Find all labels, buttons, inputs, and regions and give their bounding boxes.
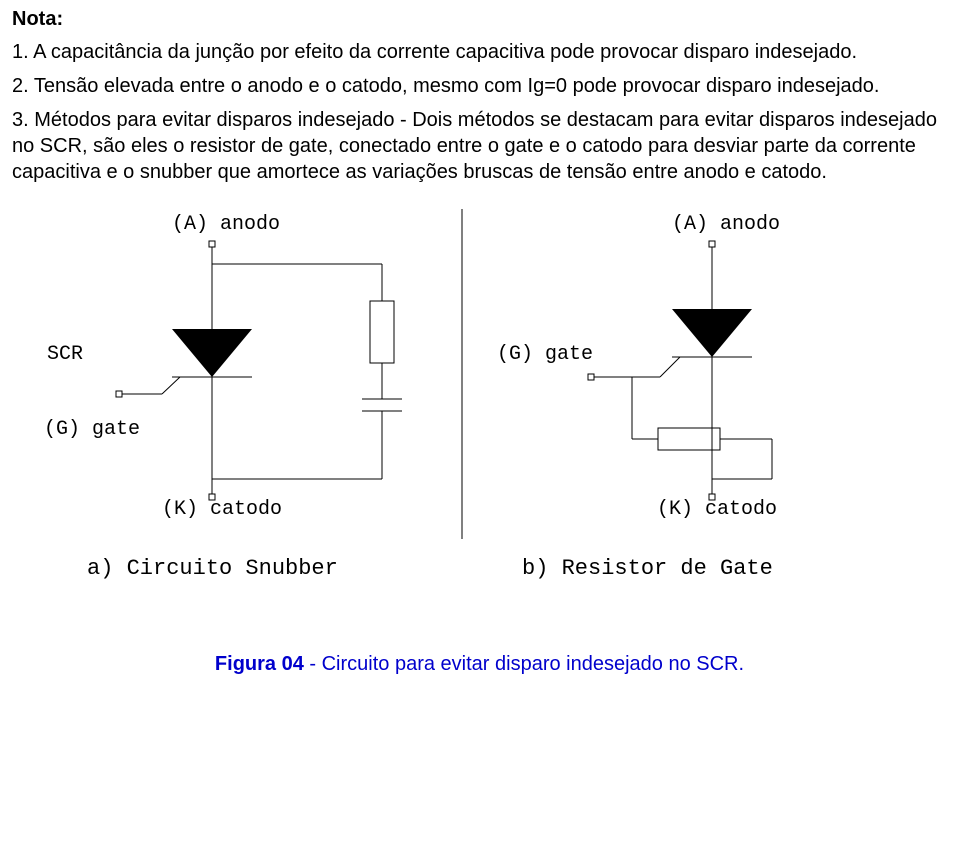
diagram-caption-a: a) Circuito Snubber bbox=[87, 556, 338, 581]
item-text: A capacitância da junção por efeito da c… bbox=[29, 41, 857, 63]
note-item-2: 2. Tensão elevada entre o anodo e o cato… bbox=[12, 73, 947, 99]
note-item-1: 1. A capacitância da junção por efeito d… bbox=[12, 39, 947, 65]
item-text: Métodos para evitar disparos indesejado … bbox=[12, 109, 937, 183]
figure-text: - Circuito para evitar disparo indesejad… bbox=[304, 653, 744, 675]
item-number: 1. bbox=[12, 41, 29, 63]
diagram-label-gate-right: (G) gate bbox=[497, 343, 593, 366]
diagram-label-anodo-right: (A) anodo bbox=[672, 213, 780, 236]
figure-caption: Figura 04 - Circuito para evitar disparo… bbox=[12, 653, 947, 676]
diagram-label-catodo-right: (K) catodo bbox=[657, 498, 777, 521]
item-number: 3. bbox=[12, 109, 29, 131]
diagram-label-scr: SCR bbox=[47, 343, 83, 366]
item-text: Tensão elevada entre o anodo e o catodo,… bbox=[29, 75, 880, 97]
diagram-caption-b: b) Resistor de Gate bbox=[522, 556, 773, 581]
page-content: Nota: 1. A capacitância da junção por ef… bbox=[0, 0, 959, 684]
diagram-label-gate-left: (G) gate bbox=[44, 418, 140, 441]
diagram-label-catodo-left: (K) catodo bbox=[162, 498, 282, 521]
note-item-3: 3. Métodos para evitar disparos indeseja… bbox=[12, 107, 947, 185]
circuit-diagram: (A) anodo SCR (G) gate (K) catodo bbox=[12, 209, 947, 629]
diagram-label-anodo-left: (A) anodo bbox=[172, 213, 280, 236]
figure-label: Figura 04 bbox=[215, 653, 304, 675]
item-number: 2. bbox=[12, 75, 29, 97]
note-heading: Nota: bbox=[12, 8, 947, 31]
